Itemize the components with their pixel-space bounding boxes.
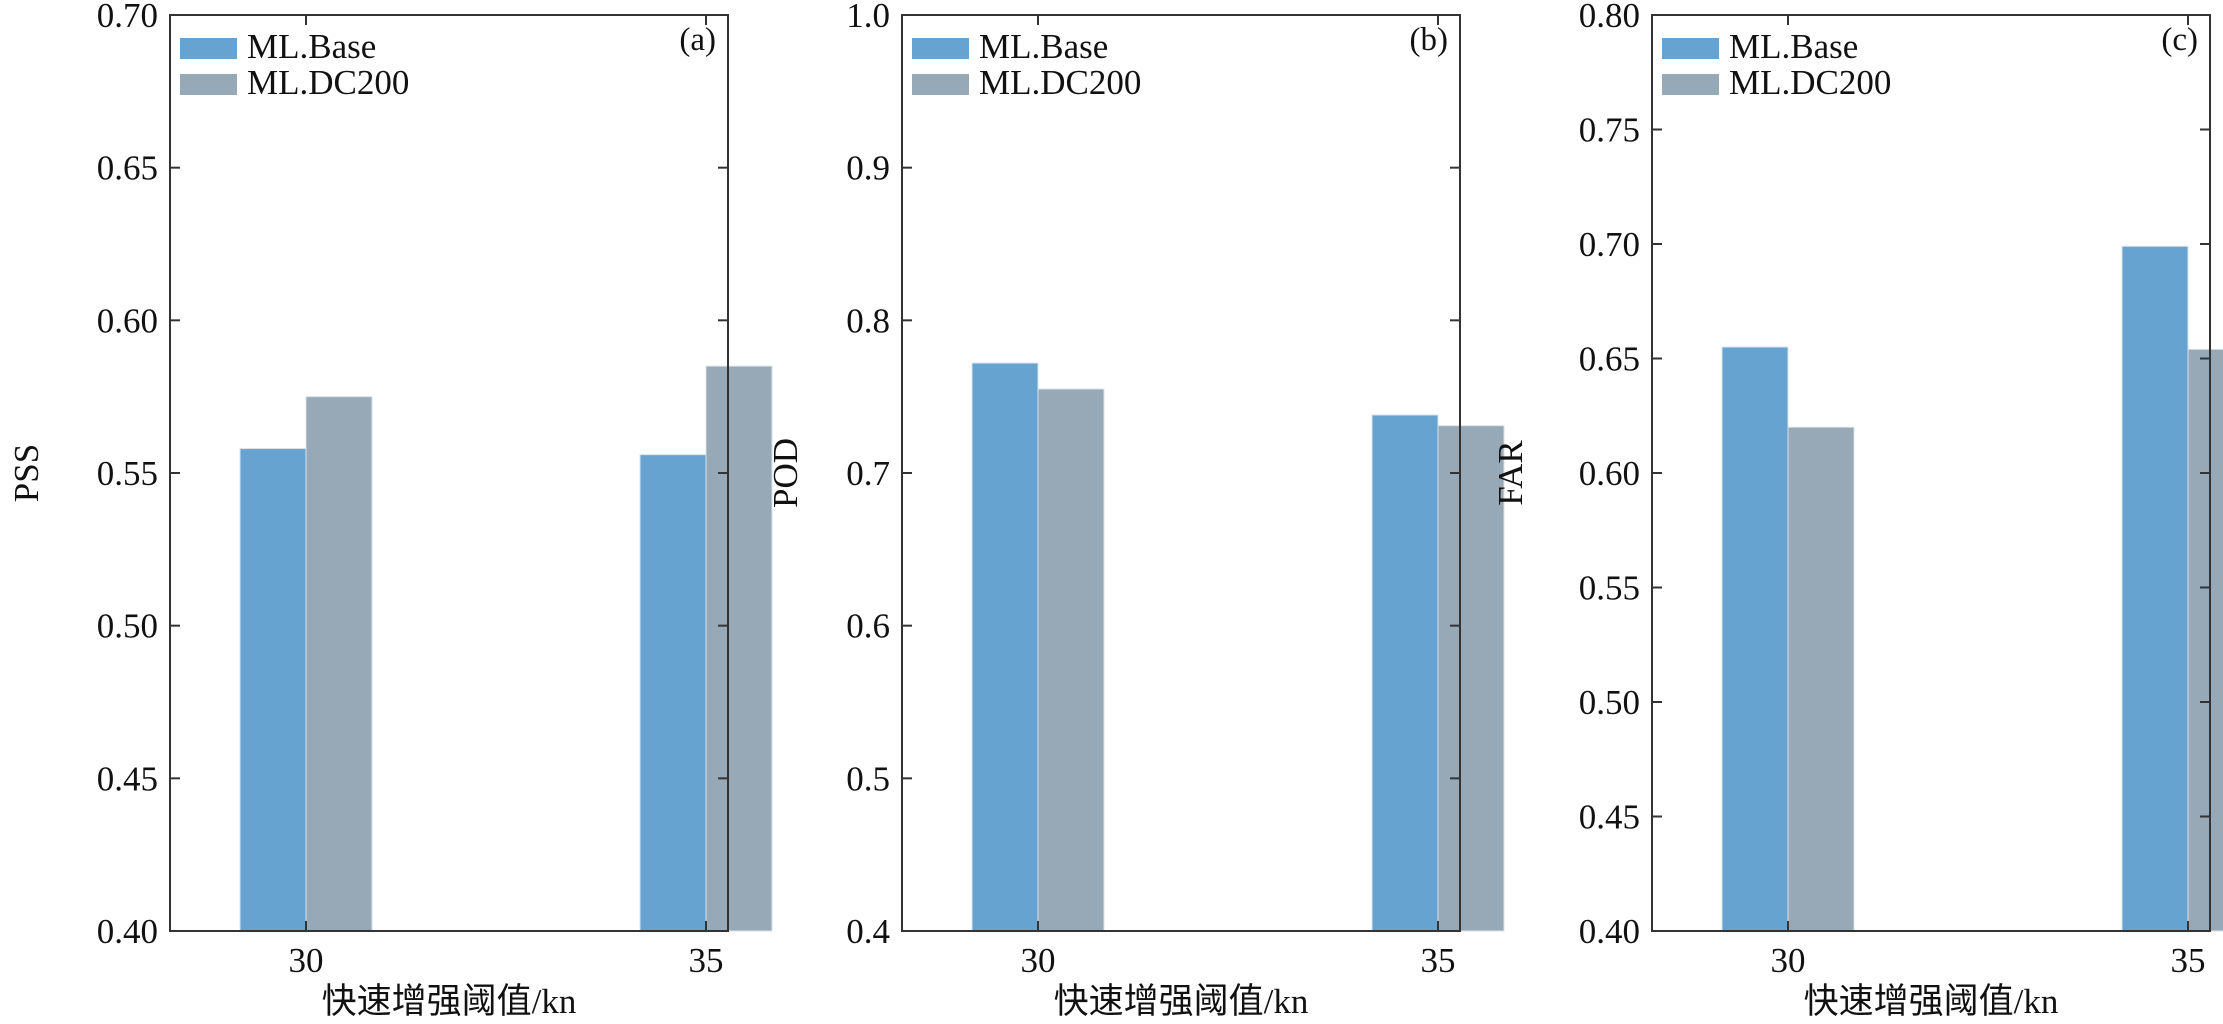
x-tick-label: 30 xyxy=(1021,941,1056,980)
panel-label: (a) xyxy=(679,22,716,58)
bar-ml-dc200-35 xyxy=(2187,348,2223,932)
bar-ml-dc200-30 xyxy=(305,396,373,932)
y-tick-label: 0.65 xyxy=(1579,340,1640,379)
legend-label: ML.DC200 xyxy=(979,63,1141,102)
panel-label: (b) xyxy=(1410,22,1448,58)
plot-frame xyxy=(901,14,1461,932)
x-tick-label: 30 xyxy=(289,941,324,980)
y-tick-label: 1.0 xyxy=(846,0,890,35)
y-tick-label: 0.6 xyxy=(846,607,890,646)
y-tick-label: 0.8 xyxy=(846,301,890,340)
legend-swatch xyxy=(180,38,237,59)
legend-swatch xyxy=(912,74,969,95)
y-tick-label: 0.7 xyxy=(846,454,890,493)
y-tick-label: 0.45 xyxy=(97,759,158,798)
y-tick-label: 0.40 xyxy=(1579,912,1640,951)
x-axis-title: 快速增强阈值/kn xyxy=(1054,982,1309,1021)
chart-panel-1: 30 35 0.40 0.45 0.50 0.55 0.60 0.65 0.70 ML.BaseM… xyxy=(7,0,773,1021)
chart-panel-3: 30 35 0.40 0.45 0.50 0.55 0.60 0.65 0.70 0.75 0.80… xyxy=(1491,0,2223,1021)
bar-ml-base-30 xyxy=(239,448,307,932)
bar-ml-dc200-35 xyxy=(705,365,773,932)
x-tick-label: 35 xyxy=(689,941,724,980)
y-tick-label: 0.55 xyxy=(97,454,158,493)
y-tick-label: 0.50 xyxy=(1579,683,1640,722)
y-tick-label: 0.50 xyxy=(97,607,158,646)
x-axis-title: 快速增强阈值/kn xyxy=(322,982,577,1021)
legend-label: ML.DC200 xyxy=(247,63,409,102)
y-tick-label: 0.5 xyxy=(846,759,890,798)
bar-ml-dc200-30 xyxy=(1037,388,1105,932)
y-tick-label: 0.9 xyxy=(846,149,890,188)
legend-swatch xyxy=(180,74,237,95)
bar-ml-base-35 xyxy=(639,454,707,932)
x-tick-label: 35 xyxy=(2171,941,2206,980)
legend-label: ML.Base xyxy=(247,27,376,66)
legend-label: ML.DC200 xyxy=(1729,63,1891,102)
plot-frame xyxy=(169,14,729,932)
x-tick-label: 30 xyxy=(1771,941,1806,980)
y-tick-label: 0.4 xyxy=(846,912,890,951)
panel-label: (c) xyxy=(2161,22,2198,58)
y-tick-label: 0.40 xyxy=(97,912,158,951)
y-tick-label: 0.70 xyxy=(1579,225,1640,264)
legend-swatch xyxy=(1662,38,1719,59)
y-tick-label: 0.60 xyxy=(97,301,158,340)
y-axis-title: PSS xyxy=(7,444,46,502)
y-tick-label: 0.45 xyxy=(1579,798,1640,837)
legend-swatch xyxy=(1662,74,1719,95)
bar-ml-base-35 xyxy=(2121,245,2189,932)
x-tick-label: 35 xyxy=(1421,941,1456,980)
y-tick-label: 0.80 xyxy=(1579,0,1640,35)
y-axis-title: FAR xyxy=(1491,440,1530,506)
y-tick-label: 0.65 xyxy=(97,149,158,188)
plot-frame xyxy=(1651,14,2211,932)
legend-swatch xyxy=(912,38,969,59)
legend-label: ML.Base xyxy=(1729,27,1858,66)
chart-panel-2: 30 35 0.4 0.5 0.6 0.7 0.8 0.9 1.0 ML.BaseML.DC200… xyxy=(766,0,1505,1021)
y-tick-label: 0.60 xyxy=(1579,454,1640,493)
legend-label: ML.Base xyxy=(979,27,1108,66)
y-tick-label: 0.55 xyxy=(1579,569,1640,608)
bar-ml-dc200-30 xyxy=(1787,426,1855,932)
y-axis-title: POD xyxy=(766,438,805,508)
bar-ml-dc200-35 xyxy=(1437,425,1505,932)
bar-ml-base-30 xyxy=(1721,346,1789,932)
y-tick-label: 0.70 xyxy=(97,0,158,35)
bar-ml-base-30 xyxy=(971,362,1039,932)
bar-ml-base-35 xyxy=(1371,414,1439,932)
y-tick-label: 0.75 xyxy=(1579,111,1640,150)
x-axis-title: 快速增强阈值/kn xyxy=(1804,982,2059,1021)
